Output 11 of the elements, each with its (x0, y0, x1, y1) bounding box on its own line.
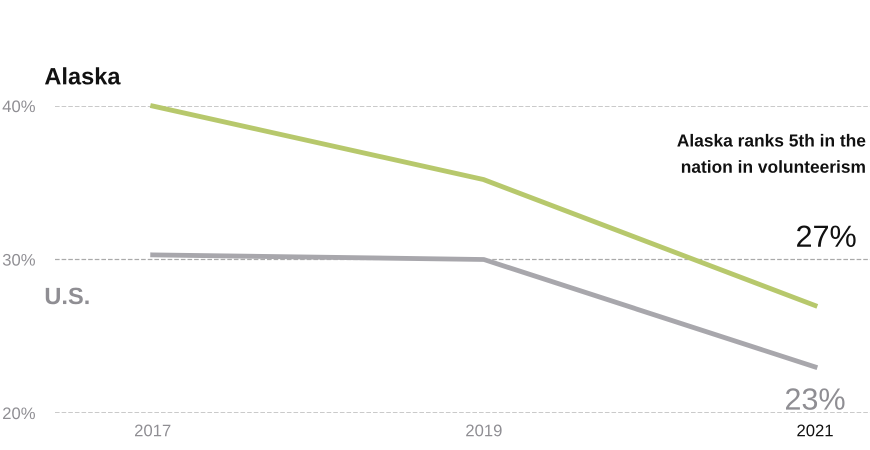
x-tick-label: 2017 (134, 424, 170, 436)
data-label: 27% (797, 225, 856, 247)
x-tick-label: 2021 (797, 424, 833, 436)
x-tick-label: 2019 (466, 424, 502, 436)
y-tick-label: 20% (3, 407, 35, 420)
y-tick-label: 40% (2, 100, 35, 112)
y-tick-label: 30% (2, 254, 35, 266)
annotation: Alaska ranks 5th in the nation in volunteerism (677, 134, 866, 173)
series-label: Alaska (44, 67, 121, 85)
data-label: 23% (786, 388, 845, 410)
text: U.S. (46, 288, 89, 304)
